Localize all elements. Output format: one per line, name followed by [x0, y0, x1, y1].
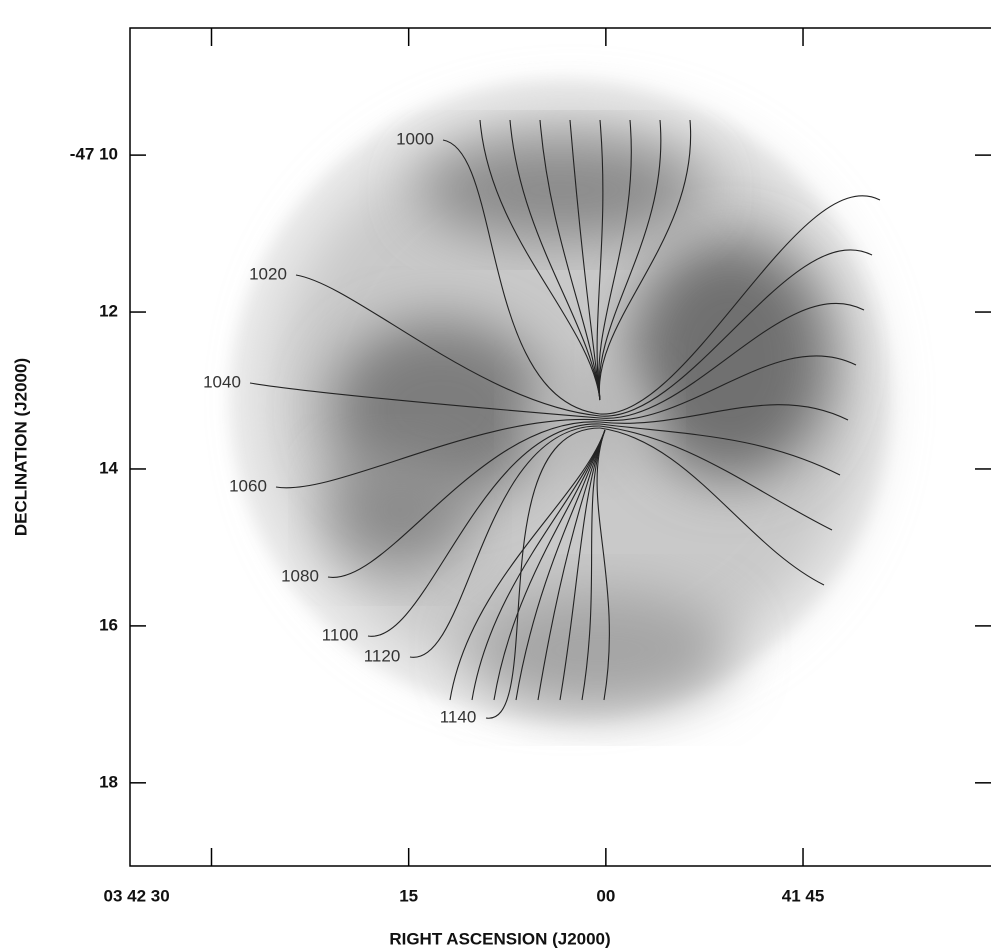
- contour: [249, 382, 601, 419]
- contour-label: 1080: [281, 566, 319, 585]
- contour: [569, 119, 601, 401]
- contour: [599, 195, 881, 415]
- contour-label: 1000: [396, 129, 434, 148]
- contour-label: 1120: [364, 646, 401, 665]
- contour: [485, 427, 601, 719]
- contour: [449, 429, 606, 701]
- contour-label: 1040: [203, 372, 241, 391]
- contour: [471, 429, 606, 701]
- contour: [327, 421, 601, 578]
- contour: [275, 418, 601, 489]
- contour: [596, 429, 610, 701]
- contour: [295, 274, 601, 417]
- contour: [599, 355, 857, 422]
- contour-label: 1020: [249, 264, 287, 283]
- contour: [539, 119, 601, 401]
- contour: [596, 119, 604, 401]
- y-tick-label: -47 10: [70, 145, 118, 164]
- intensity-image: [230, 80, 890, 720]
- x-tick-label: 00: [596, 886, 615, 905]
- contour: [599, 404, 849, 424]
- contour: [515, 429, 606, 701]
- y-tick-label: 14: [99, 458, 118, 477]
- contour: [559, 429, 606, 701]
- contour: [581, 429, 606, 701]
- contour-label: 1100: [322, 625, 359, 644]
- contour: [598, 119, 692, 401]
- contour-label: 1060: [229, 476, 267, 495]
- contour: [442, 139, 601, 415]
- contour: [409, 425, 601, 658]
- y-tick-label: 18: [99, 772, 118, 791]
- x-tick-label: 15: [399, 886, 418, 905]
- y-axis-title: DECLINATION (J2000): [11, 358, 30, 536]
- x-tick-label: 03 42 30: [103, 886, 169, 905]
- contour: [509, 119, 601, 401]
- y-tick-label: 16: [99, 615, 118, 634]
- x-tick-label: 41 45: [782, 886, 825, 905]
- contour: [367, 423, 601, 637]
- contour: [493, 429, 606, 701]
- contour: [599, 249, 873, 417]
- contour: [479, 119, 601, 401]
- contour: [599, 427, 825, 586]
- y-tick-label: 12: [99, 302, 118, 321]
- contour: [599, 425, 833, 531]
- contour: [598, 119, 632, 401]
- contour: [598, 119, 662, 401]
- contour: [537, 429, 606, 701]
- contour: [599, 302, 865, 419]
- contour-set: [249, 119, 881, 719]
- plot-frame: [129, 27, 991, 867]
- x-axis-title: RIGHT ASCENSION (J2000): [389, 929, 610, 948]
- contour: [599, 423, 841, 476]
- contour-label: 1140: [440, 707, 477, 726]
